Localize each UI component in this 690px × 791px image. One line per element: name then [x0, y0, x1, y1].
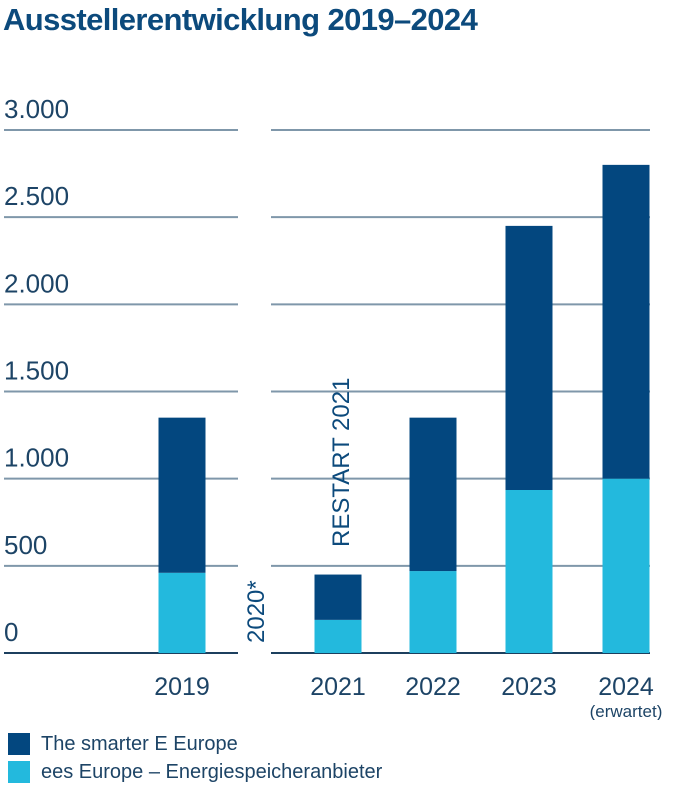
- bar-2024-smarter-e: [602, 164, 650, 479]
- annotation-restart-2021: RESTART 2021: [328, 378, 355, 547]
- y-axis-ticks: 0 500 1.000 1.500 2.000 2.500 3.000: [4, 94, 69, 647]
- y-tick-label: 500: [4, 530, 47, 560]
- y-tick-label: 0: [4, 617, 18, 647]
- x-tick-label: 2022: [405, 673, 461, 701]
- legend-item-ees-europe: ees Europe – Energiespeicheranbieter: [8, 758, 382, 786]
- y-tick-label: 2.000: [4, 268, 69, 298]
- y-tick-label: 1.000: [4, 443, 69, 473]
- chart-title: Ausstellerentwicklung 2019–2024: [3, 2, 478, 37]
- gridlines: [4, 129, 650, 654]
- legend-swatch-smarter-e: [8, 733, 30, 755]
- y-tick-label: 2.500: [4, 181, 69, 211]
- bar-2019-smarter-e: [158, 417, 206, 573]
- legend-label-smarter-e: The smarter E Europe: [41, 732, 238, 755]
- bars: [158, 164, 650, 653]
- bar-2023-smarter-e: [505, 225, 553, 490]
- bar-2023-ees-europe: [505, 489, 553, 653]
- annotations: 2020* RESTART 2021: [243, 378, 355, 643]
- bar-2022-smarter-e: [409, 417, 457, 572]
- annotation-2020: 2020*: [243, 580, 270, 643]
- x-tick-sublabel: (erwartet): [590, 702, 663, 720]
- legend-item-smarter-e: The smarter E Europe: [8, 730, 382, 758]
- y-tick-label: 3.000: [4, 94, 69, 124]
- bar-2019-ees-europe: [158, 572, 206, 653]
- x-tick-label: 2021: [310, 673, 366, 701]
- x-tick-label: 2019: [154, 673, 210, 701]
- legend: The smarter E Europe ees Europe – Energi…: [8, 730, 382, 786]
- x-tick-label: 2024: [598, 673, 654, 701]
- x-axis-ticks: 2019 2021 2022 2023 2024(erwartet): [154, 673, 662, 720]
- bar-2021-smarter-e: [314, 574, 362, 620]
- legend-swatch-ees-europe: [8, 761, 30, 783]
- bar-2022-ees-europe: [409, 571, 457, 653]
- y-tick-label: 1.500: [4, 356, 69, 386]
- legend-label-ees-europe: ees Europe – Energiespeicheranbieter: [41, 760, 383, 783]
- bar-2021-ees-europe: [314, 619, 362, 653]
- bar-2024-ees-europe: [602, 478, 650, 653]
- x-tick-label: 2023: [501, 673, 557, 701]
